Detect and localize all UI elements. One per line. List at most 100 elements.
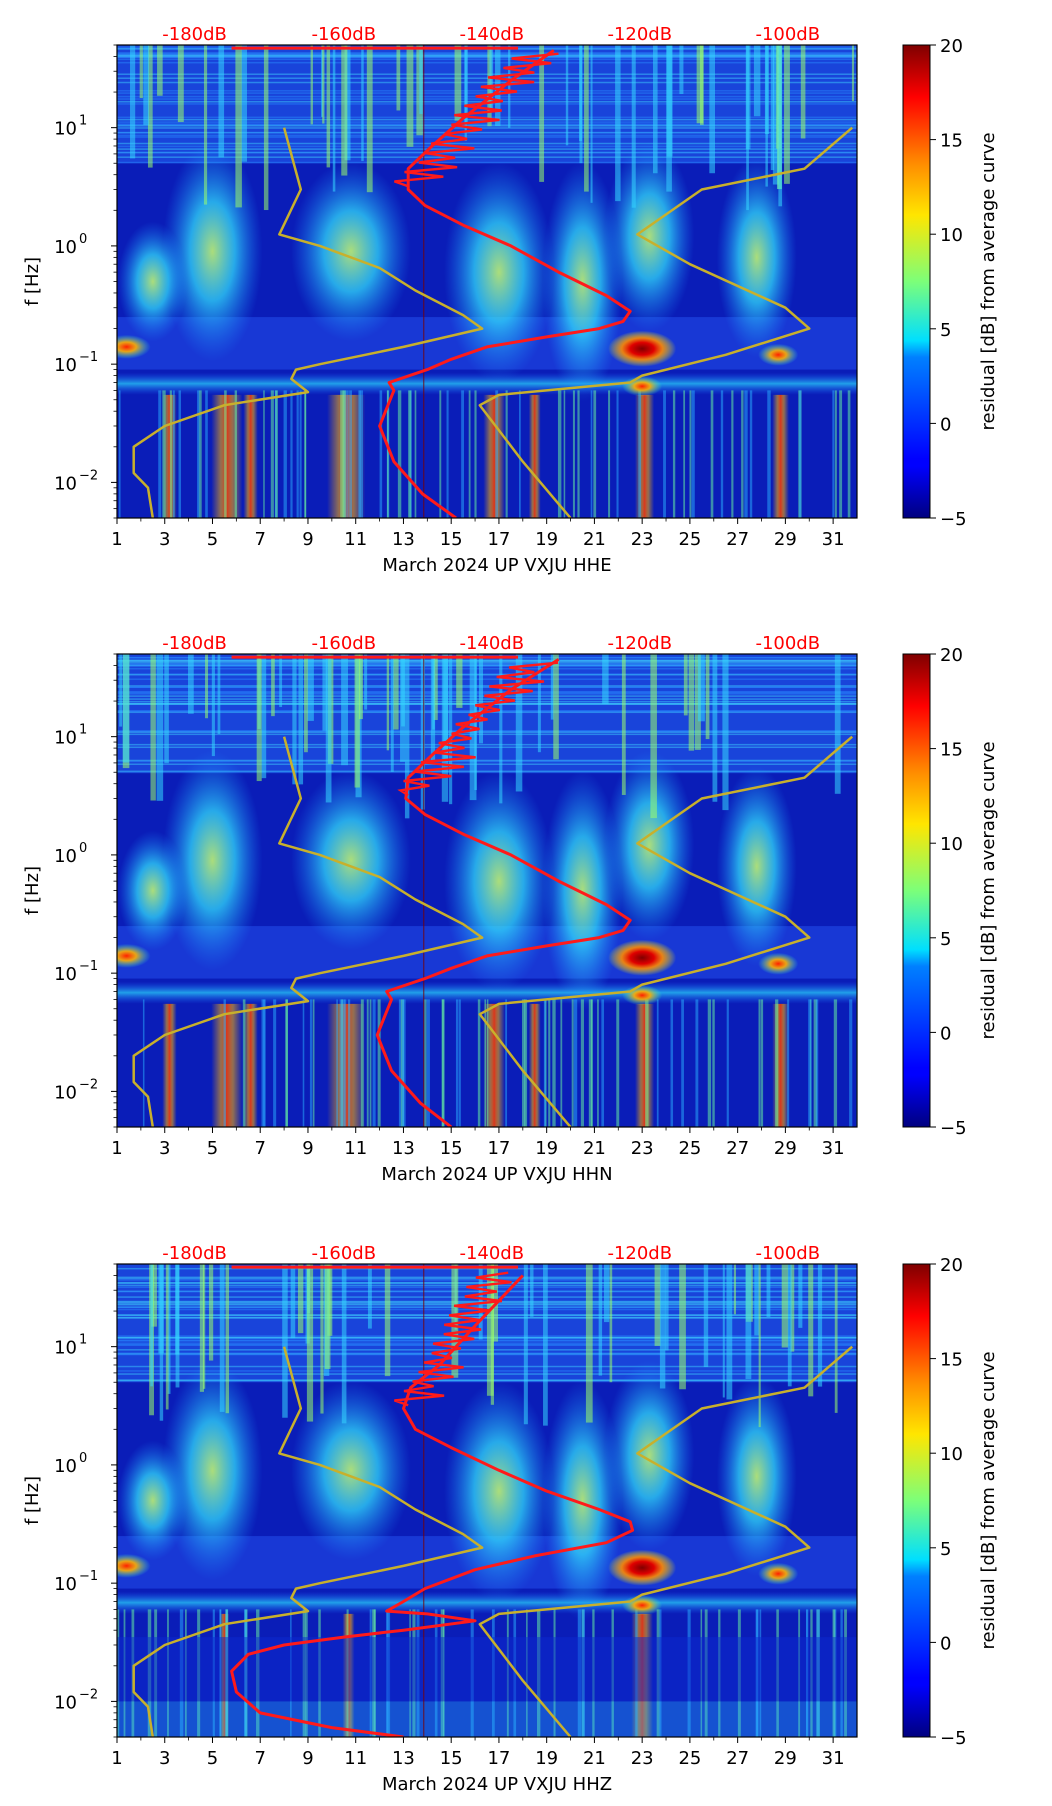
spectral-line xyxy=(117,55,857,57)
heatmap-area xyxy=(117,45,857,518)
x-axis-label: March 2024 UP VXJU HHE xyxy=(382,555,611,576)
lp-streak xyxy=(813,999,818,1127)
energy-blob xyxy=(716,1376,797,1577)
microseism-hotspot xyxy=(608,939,677,976)
activity-streak xyxy=(499,654,503,804)
x-tick-label: 25 xyxy=(678,1138,701,1159)
y-tick-exponent: −1 xyxy=(79,1569,98,1584)
lp-streak xyxy=(339,999,343,1127)
y-axis-label: f [Hz] xyxy=(22,1476,43,1525)
activity-streak xyxy=(778,45,783,207)
spectral-line xyxy=(117,151,857,154)
lp-streak xyxy=(572,390,575,518)
x-tick-label: 17 xyxy=(487,1748,510,1769)
db-scale-label: -180dB xyxy=(162,633,227,654)
x-tick-label: 21 xyxy=(583,1748,606,1769)
colorbar-tick-label: 0 xyxy=(940,414,951,435)
activity-streak xyxy=(800,45,806,139)
activity-streak xyxy=(726,1264,733,1400)
x-tick-label: 31 xyxy=(822,529,845,550)
noise-model-curve xyxy=(478,126,854,518)
activity-streak xyxy=(699,45,704,125)
energy-blob xyxy=(117,830,188,951)
x-tick-label: 11 xyxy=(344,1748,367,1769)
activity-streak xyxy=(205,654,209,719)
energy-blob xyxy=(290,1380,411,1561)
db-scale-label: -140dB xyxy=(459,1243,524,1264)
activity-streak xyxy=(604,1264,610,1323)
spectral-line xyxy=(117,54,857,56)
microseism-hotspot xyxy=(758,952,799,975)
db-scale-label: -100dB xyxy=(755,1243,820,1264)
lp-streak xyxy=(663,390,666,518)
lp-streak xyxy=(808,999,812,1127)
lp-streak xyxy=(358,390,361,518)
x-tick-label: 25 xyxy=(678,529,701,550)
lp-streak xyxy=(458,999,461,1127)
x-tick-label: 1 xyxy=(111,529,122,550)
activity-streak xyxy=(753,45,761,117)
lp-streak xyxy=(439,390,442,518)
activity-streak xyxy=(621,654,626,795)
microseism-hotspot xyxy=(608,330,677,367)
colorbar-label: residual [dB] from average curve xyxy=(978,741,999,1039)
x-tick-label: 5 xyxy=(207,529,218,550)
colorbar-tick-label: 20 xyxy=(940,36,963,57)
lp-streak xyxy=(178,390,181,518)
activity-streak xyxy=(158,1264,164,1354)
lp-streak xyxy=(484,999,487,1127)
lp-streak xyxy=(402,999,406,1127)
spectral-line xyxy=(117,73,857,75)
spectral-line xyxy=(117,92,857,94)
activity-streak xyxy=(758,1264,761,1428)
activity-streak xyxy=(322,654,328,731)
activity-streak xyxy=(203,45,208,205)
microseism-hotspot xyxy=(758,1562,799,1585)
lp-streak xyxy=(749,390,753,518)
activity-streak xyxy=(722,1264,725,1398)
activity-streak xyxy=(341,1264,347,1424)
y-tick-exponent: 1 xyxy=(79,1333,87,1348)
activity-streak xyxy=(332,45,336,192)
activity-streak xyxy=(550,654,554,720)
spectral-line xyxy=(117,125,857,127)
colorbar-tick-label: 5 xyxy=(940,320,951,341)
db-scale-label: -100dB xyxy=(755,633,820,654)
lp-streak xyxy=(760,999,764,1127)
energy-blob xyxy=(604,750,695,941)
colorbar-label: residual [dB] from average curve xyxy=(978,1351,999,1649)
lp-streak xyxy=(590,390,593,518)
activity-streak xyxy=(386,654,390,751)
spectral-line xyxy=(117,124,857,126)
activity-streak xyxy=(366,45,373,193)
activity-streak xyxy=(298,654,304,785)
microseism-hotspot xyxy=(117,943,151,968)
activity-streak xyxy=(147,45,153,168)
activity-streak xyxy=(364,654,368,710)
activity-streak xyxy=(401,654,405,727)
average-curve xyxy=(378,49,632,518)
spectral-line xyxy=(117,673,857,675)
spectral-line xyxy=(117,771,857,774)
spectral-line xyxy=(117,56,857,59)
activity-streak xyxy=(419,45,423,114)
lp-streak xyxy=(815,999,819,1127)
lp-streak xyxy=(638,390,642,518)
colorbar-tick-label: 0 xyxy=(940,1023,951,1044)
x-tick-label: 17 xyxy=(487,1138,510,1159)
lp-streak xyxy=(670,999,674,1127)
lp-streak xyxy=(741,390,744,518)
spectral-line xyxy=(117,730,857,733)
spectral-line xyxy=(117,770,857,773)
db-scale-label: -160dB xyxy=(311,24,376,45)
lp-streak xyxy=(118,390,121,518)
energy-blob xyxy=(290,770,411,951)
lp-streak xyxy=(767,390,771,518)
activity-streak xyxy=(745,1264,752,1380)
x-tick-label: 7 xyxy=(254,1748,265,1769)
colorbar xyxy=(902,653,931,1128)
activity-streak xyxy=(679,1264,686,1390)
secondary-band xyxy=(117,372,857,395)
